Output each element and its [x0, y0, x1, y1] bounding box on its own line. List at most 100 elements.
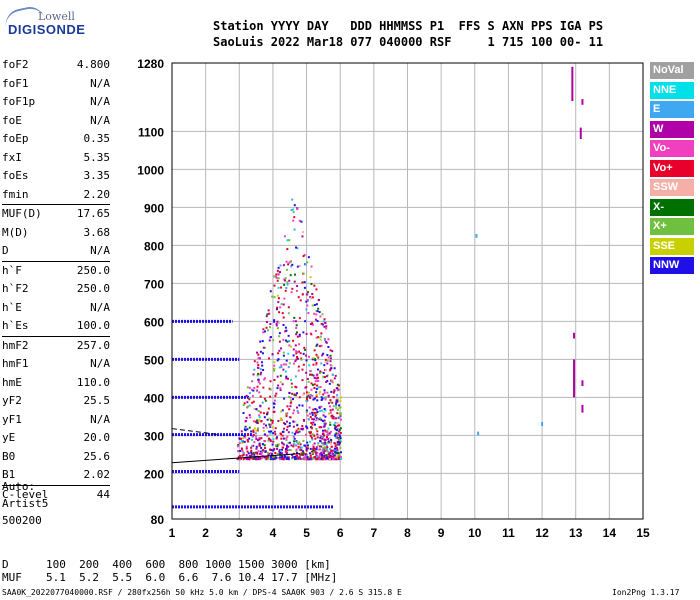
- echo-dot: [329, 369, 332, 372]
- echo-dot: [309, 431, 312, 434]
- echo-dot: [297, 365, 300, 368]
- x-tick-label: 14: [603, 526, 617, 540]
- echo-dot: [313, 451, 316, 454]
- echo-dot: [305, 409, 308, 412]
- echo-dot: [323, 389, 326, 392]
- echo-dot: [266, 411, 269, 414]
- echo-dot: [327, 338, 330, 341]
- echo-dot: [332, 417, 335, 420]
- echo-dot: [251, 438, 254, 441]
- echo-dot: [314, 407, 317, 410]
- echo-dot: [245, 458, 248, 461]
- echo-dot: [300, 220, 303, 223]
- echo-dot: [237, 445, 240, 448]
- echo-dot: [299, 457, 302, 460]
- echo-dot: [244, 429, 247, 432]
- echo-dot: [333, 377, 336, 380]
- echo-dot: [312, 447, 315, 450]
- param-row: yF1 N/A: [2, 411, 110, 430]
- echo-dot: [259, 405, 262, 408]
- echo-dot: [278, 349, 281, 352]
- echo-dot: [302, 231, 305, 234]
- echo-dot: [271, 421, 274, 424]
- echo-dot: [323, 325, 326, 328]
- echo-dot: [276, 359, 279, 362]
- echo-dot: [310, 426, 313, 429]
- echo-dot: [253, 368, 256, 371]
- echo-dot: [290, 399, 293, 402]
- param-name: h`F: [2, 263, 22, 277]
- echo-dot: [269, 323, 272, 326]
- x-tick-label: 4: [270, 526, 277, 540]
- echo-dot: [335, 417, 338, 420]
- echo-dot: [286, 239, 289, 242]
- echo-dot: [296, 335, 299, 338]
- echo-dot: [327, 427, 330, 430]
- echo-dot: [288, 362, 291, 365]
- echo-dot: [316, 433, 319, 436]
- echo-dot: [312, 445, 315, 448]
- echo-dot: [287, 334, 290, 337]
- echo-dot: [323, 338, 326, 341]
- echo-dot: [322, 371, 325, 374]
- echo-dot: [285, 415, 288, 418]
- echo-dot: [255, 447, 258, 450]
- echo-dot: [325, 455, 328, 458]
- echo-dot: [273, 430, 276, 433]
- echo-dot: [285, 329, 288, 332]
- echo-dot: [252, 389, 255, 392]
- echo-dot: [292, 393, 295, 396]
- legend-item-w: W: [650, 120, 694, 138]
- echo-dot: [324, 415, 327, 418]
- echo-dot: [256, 422, 259, 425]
- echo-dot: [274, 451, 277, 454]
- echo-dot: [276, 445, 279, 448]
- echo-dot: [329, 379, 332, 382]
- header-row1: Station YYYY DAY DDD HHMMSS P1 FFS S AXN…: [213, 19, 604, 33]
- echo-dot: [319, 436, 322, 439]
- echo-dot: [290, 444, 293, 447]
- echo-dot: [329, 357, 332, 360]
- echo-dot: [314, 423, 317, 426]
- echo-dot: [323, 434, 326, 437]
- echo-dot: [331, 401, 334, 404]
- echo-dot: [314, 415, 317, 418]
- echo-dot: [249, 455, 252, 458]
- echo-dot: [325, 430, 328, 433]
- echo-dot: [284, 289, 287, 292]
- echo-dot: [309, 297, 312, 300]
- echo-dot: [315, 313, 318, 316]
- echo-dot: [319, 439, 322, 442]
- echo-dot: [323, 425, 326, 428]
- echo-dot: [293, 437, 296, 440]
- echo-dot: [311, 394, 314, 397]
- echo-dot: [306, 304, 309, 307]
- echo-dot: [329, 399, 332, 402]
- echo-dot: [294, 360, 297, 363]
- echo-dot: [277, 419, 280, 422]
- echo-dot: [326, 441, 329, 444]
- echo-dot: [276, 452, 279, 455]
- echo-dot: [239, 449, 242, 452]
- echo-dot: [282, 443, 285, 446]
- echo-dot: [264, 450, 267, 453]
- scaled-parameters: foF2 4.800 foF1 N/A foF1p N/A foE N/A foEp 0.35 fx…: [2, 56, 110, 504]
- echo-dot: [305, 449, 308, 452]
- echo-dot: [335, 457, 338, 460]
- echo-dot: [269, 448, 272, 451]
- echo-dot: [277, 286, 280, 289]
- logo-line2: DIGISONDE: [8, 22, 86, 37]
- echo-dot: [283, 455, 286, 458]
- echo-dot: [294, 420, 297, 423]
- echo-dot: [303, 458, 306, 461]
- echo-dot: [340, 396, 343, 399]
- echo-dot: [283, 278, 286, 281]
- echo-dot: [325, 327, 328, 330]
- echo-dot: [322, 458, 325, 461]
- echo-dot: [320, 442, 323, 445]
- echo-dot: [285, 420, 288, 423]
- echo-dot: [244, 436, 247, 439]
- param-name: C-level: [2, 487, 49, 501]
- echo-dot: [315, 446, 318, 449]
- echo-dot: [336, 398, 339, 401]
